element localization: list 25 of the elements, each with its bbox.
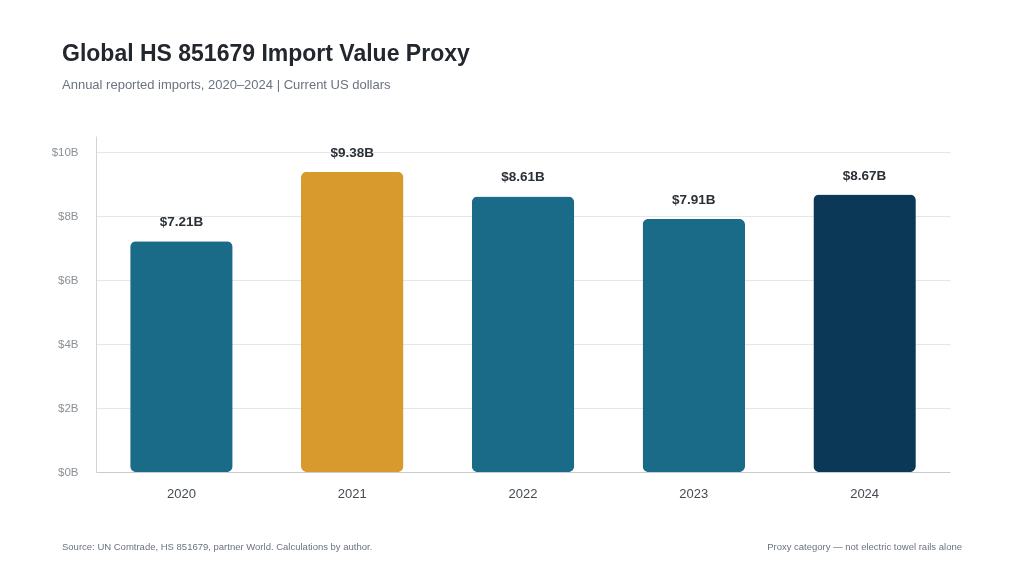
y-tick-label: $4B	[58, 337, 79, 350]
source-note: Source: UN Comtrade, HS 851679, partner World. Calculations by author.	[62, 541, 373, 552]
x-tick-label: 2020	[166, 485, 196, 501]
x-tick-label: 2022	[508, 485, 538, 501]
data-label: $8.61B	[501, 169, 546, 185]
y-tick-label: $2B	[58, 401, 79, 414]
chart-title: Global HS 851679 Import Value Proxy	[62, 40, 470, 67]
data-label: $8.67B	[842, 167, 887, 183]
bar	[130, 241, 233, 472]
x-tick-label: 2021	[337, 485, 367, 501]
data-label: $7.91B	[672, 191, 716, 207]
bar	[300, 171, 404, 472]
y-tick-label: $6B	[58, 273, 79, 286]
data-label: $9.38B	[330, 144, 375, 160]
y-tick-label: $10B	[51, 145, 79, 158]
bar	[471, 196, 575, 472]
data-label: $7.21B	[159, 214, 204, 230]
chart-subtitle: Annual reported imports, 2020–2024 | Current US dollars	[62, 77, 391, 92]
y-tick-label: $8B	[58, 209, 79, 222]
text: Proxy category — not electric towel rails alone	[767, 541, 962, 552]
x-tick-label: 2023	[679, 485, 709, 501]
y-tick-label: $0B	[58, 465, 79, 478]
bar	[642, 218, 746, 472]
x-tick-label: 2024	[850, 485, 880, 501]
bar	[813, 194, 916, 472]
